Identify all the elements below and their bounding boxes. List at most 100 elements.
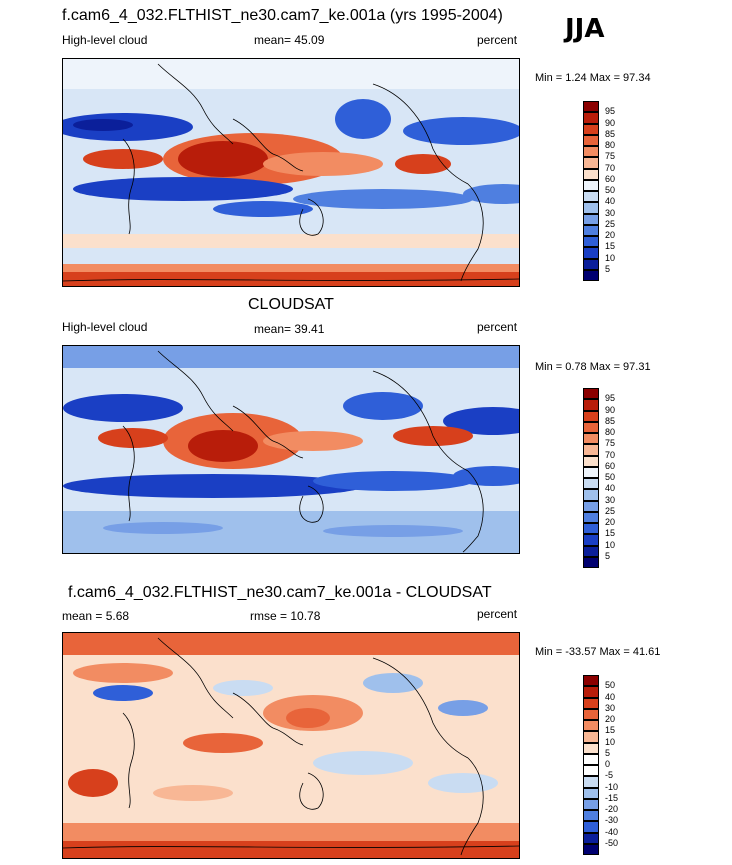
- colorbar-tick-label: 75: [605, 151, 616, 162]
- colorbar-tick-label: 90: [605, 117, 616, 128]
- colorbar-tick-label: 85: [605, 128, 616, 139]
- panel-2-units-label: percent: [477, 320, 518, 334]
- colorbar-swatch: [583, 708, 599, 720]
- colorbar-tick-label: 40: [605, 196, 616, 207]
- colorbar-tick-label: 60: [605, 460, 616, 471]
- colorbar-tick-label: -5: [605, 770, 614, 781]
- panel-3-colorbar: 50 40 30 20 15 10 5 0 -5 -10 -15 -20 -30 -40 -50: [583, 675, 633, 855]
- colorbar-swatch: [583, 444, 599, 456]
- colorbar-tick-label: 75: [605, 438, 616, 449]
- colorbar-swatch: [583, 523, 599, 535]
- colorbar-swatch: [583, 410, 599, 422]
- panel-1-minmax: Min = 1.24 Max = 97.34: [535, 72, 651, 84]
- colorbar-tick-label: 60: [605, 173, 616, 184]
- colorbar-tick-label: 5: [605, 550, 611, 561]
- panel-1-units-label: percent: [477, 33, 518, 47]
- colorbar-swatch: [583, 101, 599, 113]
- colorbar-tick-label: 10: [605, 539, 616, 550]
- colorbar-swatch: [583, 123, 599, 135]
- colorbar-swatch: [583, 675, 599, 687]
- colorbar-tick-label: 5: [605, 263, 611, 274]
- colorbar-swatch: [583, 112, 599, 124]
- colorbar-tick-label: 15: [605, 725, 616, 736]
- panel-1-map-field: [63, 59, 519, 286]
- colorbar-swatch: [583, 534, 599, 546]
- panel-3-mean-label: mean = 5.68: [62, 609, 130, 623]
- colorbar-tick-label: 20: [605, 714, 616, 724]
- colorbar-tick-label: 50: [605, 185, 616, 195]
- colorbar-swatch: [583, 742, 599, 754]
- colorbar-tick-label: 50: [605, 680, 616, 691]
- colorbar-tick-label: 10: [605, 252, 616, 263]
- colorbar-tick-label: -40: [605, 826, 619, 837]
- colorbar-tick-label: 40: [605, 483, 616, 494]
- colorbar-swatch: [583, 810, 599, 822]
- panel-3-rmse-label: rmse = 10.78: [250, 609, 321, 623]
- colorbar-swatch: [583, 787, 599, 799]
- panel-3-title: f.cam6_4_032.FLTHIST_ne30.cam7_ke.001a -…: [68, 584, 492, 601]
- colorbar-swatch: [583, 157, 599, 169]
- colorbar-swatch: [583, 798, 599, 810]
- colorbar-swatch: [583, 399, 599, 411]
- colorbar-tick-label: 25: [605, 505, 616, 516]
- panel-2-variable-label: High-level cloud: [62, 320, 148, 334]
- colorbar-swatch: [583, 269, 599, 281]
- colorbar-swatch: [583, 134, 599, 146]
- panel-1-variable-label: High-level cloud: [62, 33, 148, 47]
- colorbar-swatch: [583, 213, 599, 225]
- colorbar-swatch: [583, 843, 599, 855]
- panel-3-map: [62, 632, 520, 859]
- colorbar-swatch: [583, 478, 599, 490]
- colorbar-swatch: [583, 191, 599, 203]
- colorbar-tick-label: 30: [605, 702, 616, 713]
- colorbar-swatch: [583, 545, 599, 557]
- colorbar-tick-label: 15: [605, 528, 616, 539]
- season-label: JJA: [565, 14, 605, 44]
- colorbar-tick-label: -15: [605, 792, 619, 803]
- colorbar-tick-label: 90: [605, 404, 616, 415]
- panel-2-colorbar: 95 90 85 80 75 70 60 50 40 30 25 20 15 10 5: [583, 388, 633, 568]
- colorbar-swatch: [583, 433, 599, 445]
- colorbar-swatch: [583, 731, 599, 743]
- panel-1-title: f.cam6_4_032.FLTHIST_ne30.cam7_ke.001a (…: [62, 7, 503, 24]
- colorbar-swatch: [583, 224, 599, 236]
- colorbar-tick-label: -30: [605, 815, 619, 826]
- panel-1-colorbar: 95 90 85 80 75 70 60 50 40 30 25 20 15 10 5: [583, 101, 633, 281]
- colorbar-tick-label: -20: [605, 804, 619, 814]
- panel-2-mean-label: mean= 39.41: [254, 322, 325, 336]
- colorbar-tick-label: 95: [605, 106, 616, 117]
- colorbar-tick-label: 0: [605, 759, 611, 769]
- colorbar-swatch: [583, 832, 599, 844]
- colorbar-tick-label: 95: [605, 393, 616, 404]
- colorbar-swatch: [583, 455, 599, 467]
- colorbar-swatch: [583, 489, 599, 501]
- colorbar-swatch: [583, 556, 599, 568]
- colorbar-swatch: [583, 500, 599, 512]
- colorbar-swatch: [583, 247, 599, 259]
- panel-2-minmax: Min = 0.78 Max = 97.31: [535, 361, 651, 373]
- panel-3-map-field: [63, 633, 519, 858]
- colorbar-swatch: [583, 697, 599, 709]
- colorbar-tick-label: 5: [605, 747, 611, 758]
- panel-1-mean-label: mean= 45.09: [254, 33, 325, 47]
- colorbar-swatch: [583, 236, 599, 248]
- colorbar-swatch: [583, 753, 599, 765]
- colorbar-tick-label: 10: [605, 736, 616, 747]
- colorbar-swatch: [583, 388, 599, 400]
- colorbar-tick-label: 50: [605, 472, 616, 482]
- colorbar-tick-label: 70: [605, 162, 616, 173]
- colorbar-tick-label: 30: [605, 494, 616, 505]
- colorbar-tick-label: -10: [605, 781, 619, 792]
- panel-2-title: CLOUDSAT: [248, 296, 334, 313]
- panel-1-map: [62, 58, 520, 287]
- colorbar-swatch: [583, 821, 599, 833]
- panel-3-units-label: percent: [477, 607, 518, 621]
- panel-2-map-field: [63, 346, 519, 553]
- colorbar-swatch: [583, 765, 599, 777]
- panel-2-map: [62, 345, 520, 554]
- colorbar-swatch: [583, 258, 599, 270]
- colorbar-tick-label: 25: [605, 218, 616, 229]
- colorbar-tick-label: 80: [605, 140, 616, 150]
- colorbar-swatch: [583, 776, 599, 788]
- colorbar-tick-label: 40: [605, 691, 616, 702]
